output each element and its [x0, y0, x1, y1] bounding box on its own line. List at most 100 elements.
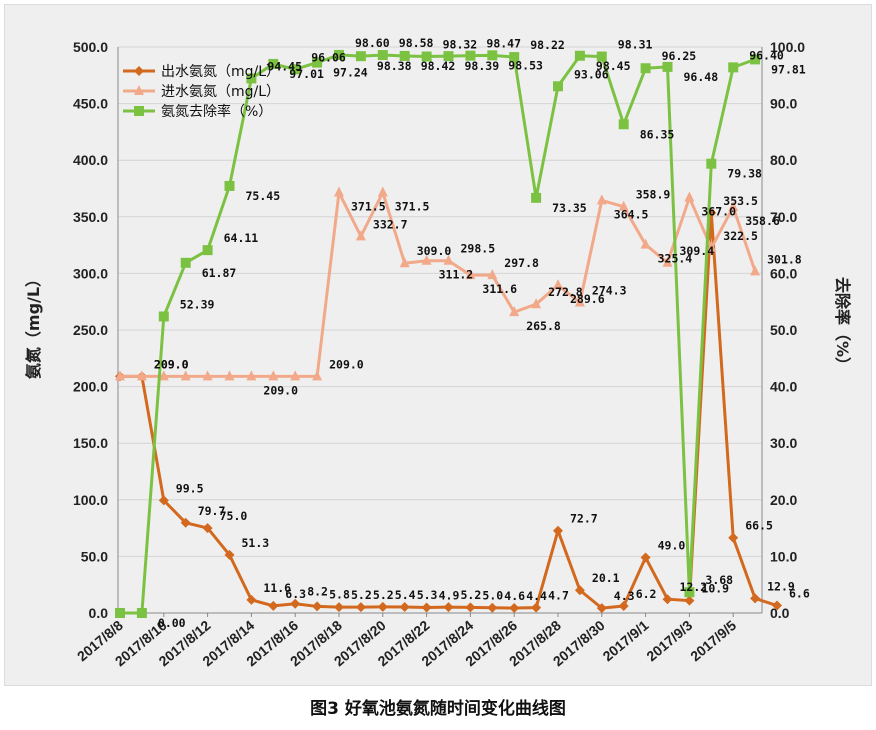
point-diamond [750, 593, 761, 604]
point-diamond [355, 602, 366, 613]
point-diamond [728, 532, 739, 543]
chart-frame: 0.0 50.0 100.0 150.0 200.0 250.0 300.0 350.0 400… [4, 4, 872, 686]
data-label: 322.5 [723, 229, 758, 243]
point-diamond [443, 602, 454, 613]
point-square [684, 587, 695, 598]
point-triangle [377, 186, 388, 197]
data-label: 364.5 [614, 207, 649, 221]
point-triangle [509, 306, 520, 317]
data-label: 0.00 [158, 616, 186, 630]
gridlines [118, 46, 762, 614]
data-label: 209.0 [329, 357, 364, 371]
point-diamond [202, 523, 213, 534]
right-tick-label: 30.0 [770, 435, 797, 451]
data-label: 98.60 [355, 36, 390, 50]
legend-entry: 氨氮去除率（%） [161, 103, 272, 120]
right-tick-label: 60.0 [770, 265, 797, 281]
point-square [134, 106, 144, 116]
ammonia-chart: 0.0 50.0 100.0 150.0 200.0 250.0 300.0 350.0 400… [24, 36, 852, 669]
point-triangle [290, 370, 301, 381]
point-triangle [596, 194, 607, 205]
point-triangle [421, 254, 432, 265]
point-square [553, 81, 563, 92]
data-label: 10.9 [701, 582, 729, 596]
data-label: 367.0 [701, 205, 736, 219]
point-square [443, 51, 454, 62]
data-label: 73.35 [552, 201, 587, 215]
point-triangle [618, 200, 629, 211]
point-diamond [684, 595, 695, 606]
point-square [290, 64, 301, 75]
data-label: 5.0 [482, 588, 503, 602]
point-triangle [553, 279, 563, 290]
point-diamond [574, 585, 585, 596]
point-square [531, 192, 542, 203]
left-tick-label: 0.0 [89, 605, 109, 621]
point-diamond [334, 602, 344, 613]
data-label: 3.68 [705, 573, 733, 587]
point-square [487, 50, 498, 61]
point-triangle [312, 370, 323, 381]
point-square [728, 62, 739, 73]
point-diamond [509, 603, 520, 614]
point-triangle [465, 269, 476, 280]
point-triangle [443, 254, 454, 265]
point-square [312, 57, 323, 68]
point-square [618, 119, 629, 130]
point-square [180, 257, 191, 268]
left-tick-label: 500.0 [73, 39, 108, 55]
data-label: 49.0 [658, 539, 686, 553]
right-tick-label: 0.0 [770, 605, 790, 621]
series-0 [115, 207, 782, 614]
x-tick-label: 2017/9/5 [687, 617, 739, 664]
point-triangle [487, 269, 498, 280]
point-square [202, 245, 213, 256]
figure-caption: 图3 好氧池氨氮随时间变化曲线图 [310, 699, 566, 719]
point-triangle [574, 296, 585, 307]
point-square [399, 50, 410, 61]
right-tick-label: 80.0 [770, 152, 797, 168]
point-square [465, 50, 476, 61]
data-label: 6.3 [285, 587, 306, 601]
data-label: 5.2 [351, 588, 372, 602]
data-label: 6.6 [789, 587, 810, 601]
data-label: 209.0 [263, 383, 298, 397]
point-diamond [268, 600, 279, 611]
data-label: 94.45 [267, 59, 302, 73]
data-label: 332.7 [373, 217, 408, 231]
data-label: 66.5 [745, 519, 773, 533]
data-label: 5.2 [373, 588, 394, 602]
data-label: 98.39 [465, 59, 500, 73]
data-label: 98.22 [530, 38, 565, 52]
left-axis: 0.0 50.0 100.0 150.0 200.0 250.0 300.0 350.0 400… [73, 39, 119, 621]
data-label: 98.47 [486, 37, 521, 51]
data-label: 309.0 [417, 244, 452, 258]
data-label: 97.01 [289, 67, 324, 81]
data-label: 79.38 [727, 167, 762, 181]
point-triangle [662, 256, 673, 267]
data-label: 93.06 [574, 67, 609, 81]
data-label: 96.25 [662, 49, 697, 63]
point-diamond [531, 602, 542, 613]
point-square [421, 51, 432, 62]
point-diamond [377, 601, 388, 612]
point-triangle [531, 298, 542, 309]
data-label: 97.24 [333, 66, 368, 80]
data-label: 98.31 [618, 38, 653, 52]
series-line [120, 190, 757, 378]
point-square [158, 311, 169, 322]
data-label: 358.9 [636, 188, 671, 202]
point-triangle [750, 265, 761, 276]
point-square [246, 73, 257, 84]
point-diamond [640, 552, 651, 563]
point-triangle [136, 370, 147, 381]
point-triangle [706, 241, 717, 252]
data-label: 5.4 [395, 588, 416, 602]
data-label: 4.4 [526, 589, 547, 603]
point-square [334, 49, 344, 60]
point-diamond [180, 517, 191, 528]
left-tick-label: 300.0 [73, 265, 108, 281]
x-tick-label: 2017/9/3 [643, 617, 695, 664]
data-label: 209.0 [154, 357, 189, 371]
point-triangle [640, 238, 651, 249]
